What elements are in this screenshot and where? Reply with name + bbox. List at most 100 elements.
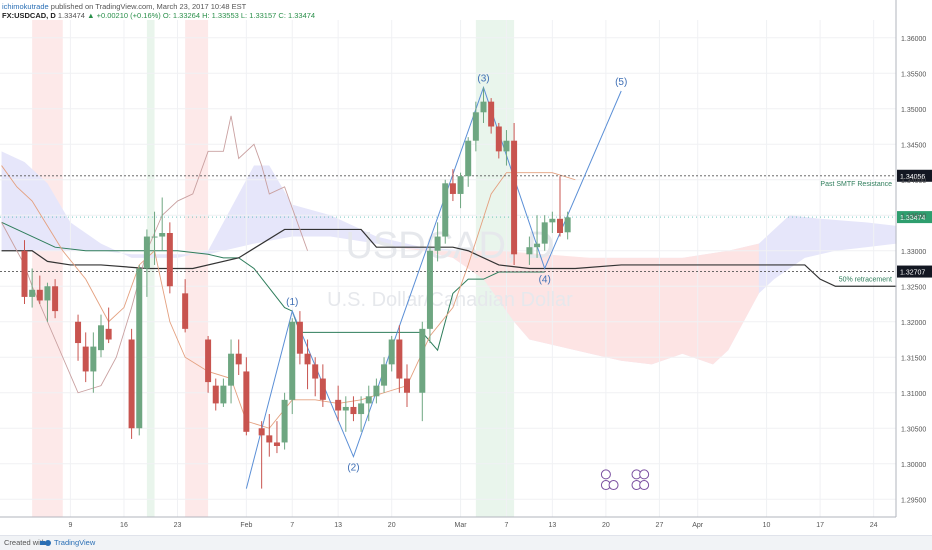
candle [273,442,280,446]
date-tick-label: Apr [692,522,704,529]
candle [381,364,388,386]
symbol-label: FX:USDCAD, D [2,11,56,20]
tenkan-line [1,228,897,287]
event-marker-icon [639,480,650,491]
date-tick-label: 13 [334,522,342,529]
elliott-wave[interactable]: (1) (2) (3) (4) (5) [245,73,627,489]
price-tick-label: 1.31000 [901,391,926,398]
watermark-name: U.S. Dollar/Canadian Dollar [327,289,573,311]
price-chart[interactable]: USDCAD, D U.S. Dollar/Canadian Dollar Pa… [0,0,932,536]
candle [557,218,563,233]
candle [52,286,59,312]
candle [312,364,319,379]
candle [220,385,227,404]
candle [75,321,82,344]
candle [304,353,311,365]
candle [182,293,189,329]
candle [335,399,342,411]
date-tick-label: 20 [388,522,396,529]
candle [143,236,150,269]
price-tick-label: 1.33000 [901,249,926,256]
ichimoku-cloud [1,151,897,365]
date-tick-label: 10 [763,522,771,529]
candle [151,236,158,238]
candle [44,286,51,301]
candle [358,403,365,415]
horizontal-levels[interactable]: Past SMTF Resistance 1.34056 50% retraceme… [0,169,932,284]
wave-label: (1) [286,297,298,308]
candle [419,328,426,393]
date-tick-label: 20 [602,522,610,529]
wave-label: (2) [347,463,359,474]
price-tick-label: 1.30500 [901,426,926,433]
candle [36,289,43,301]
level-price-label: 1.32707 [900,270,925,277]
candle [228,353,235,386]
event-marker-icon [600,469,611,480]
chikou-line [1,165,576,429]
candle [166,233,173,287]
date-tick-label: 17 [816,522,824,529]
candle [258,428,265,436]
highlight-band [32,20,63,517]
price-tick-label: 1.33500 [901,213,926,220]
price-tick-label: 1.29500 [901,497,926,504]
candle [21,250,28,297]
candle [434,236,441,251]
candle [534,243,541,248]
last-price: 1.33474 [57,11,85,20]
cloud-shape-bearish [391,243,759,365]
candle [235,353,242,365]
tradingview-logo-icon [40,540,51,546]
candle [388,339,395,365]
candle [98,325,104,351]
price-tick-label: 1.32000 [901,320,926,327]
axes: 1.36000 1.35500 1.35000 1.34500 1.34000 1.335… [0,0,926,529]
date-tick-label: 13 [548,522,556,529]
candle [457,176,464,194]
date-tick-label: Mar [455,522,468,529]
candle [128,339,135,429]
candle [526,247,533,255]
date-tick-label: 7 [290,522,294,529]
candle [449,183,456,194]
price-tick-label: 1.34500 [901,142,926,149]
candle [243,371,250,432]
price-tick-label: 1.30000 [901,462,926,469]
event-markers[interactable] [600,469,650,491]
candles [21,87,571,489]
candle [159,233,166,237]
current-price-badge [897,211,932,224]
candle [503,140,510,152]
wave-label: (5) [615,77,627,88]
wave-label: (3) [477,73,489,84]
grid [0,20,896,517]
date-tick-label: 27 [656,522,664,529]
candle [488,101,495,127]
level-price-badge [897,265,932,278]
candle [426,250,433,329]
wave-path [245,85,622,489]
created-with-label: Created with [4,538,47,547]
price-change: ▲ +0.00210 (+0.16%) [87,11,161,20]
candle [472,112,479,141]
level-annotation: 50% retracement [839,277,892,284]
tradingview-brand[interactable]: TradingView [54,538,96,547]
candle [511,140,518,255]
candle [29,289,36,297]
candle [350,406,357,415]
highlight-bands [32,20,515,517]
chart-header: ichimokutrade published on TradingView.c… [2,2,315,20]
ohlc-values: O: 1.33264 H: 1.33553 L: 1.33157 C: 1.33… [162,11,316,20]
author-name[interactable]: ichimokutrade [2,2,49,11]
price-tick-label: 1.34000 [901,178,926,185]
level-price-badge [897,169,932,182]
price-tick-label: 1.31500 [901,355,926,362]
level-annotation: Past SMTF Resistance [820,181,892,188]
candle [281,399,288,443]
date-tick-label: 9 [68,522,72,529]
candle [396,339,403,379]
date-tick-label: 24 [870,522,878,529]
date-tick-label: 16 [120,522,128,529]
candle [342,406,349,411]
